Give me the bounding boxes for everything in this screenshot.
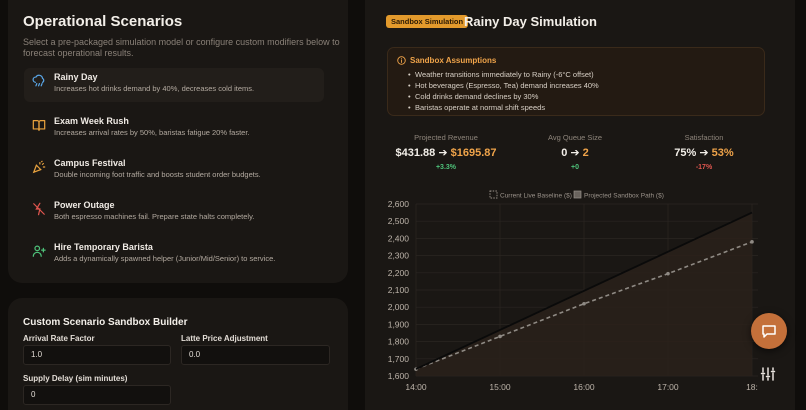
scenario-power-outage[interactable]: Power Outage Both espresso machines fail… [24, 196, 324, 230]
arrow-icon: ➔ [438, 147, 448, 159]
y-axis: 1,600 1,700 1,800 1,900 2,000 2,100 2,200 2,300… [388, 199, 410, 381]
metric-avg-queue-size: Avg Queue Size 0 ➔ 2 +0 [505, 133, 645, 171]
scenario-title: Campus Festival [54, 158, 126, 168]
metric-label: Satisfaction [684, 133, 724, 142]
metric-value: $431.88 ➔ $1695.87 [376, 146, 516, 159]
scenario-rainy-day[interactable]: Rainy Day Increases hot drinks demand by… [24, 68, 324, 102]
sandbox-point [750, 240, 754, 244]
builder-title: Custom Scenario Sandbox Builder [23, 317, 188, 328]
metric-from: 75% [674, 147, 697, 159]
scenario-description: Double incoming foot traffic and boosts … [54, 170, 261, 179]
scenario-campus-festival[interactable]: Campus Festival Double incoming foot tra… [24, 154, 324, 188]
sandbox-badge: Sandbox Simulation [386, 15, 469, 28]
scenarios-panel [8, 0, 348, 283]
chart-series [414, 211, 754, 376]
assumption-item: Cold drinks demand declines by 30% [408, 91, 599, 102]
metric-projected-revenue: Projected Revenue $431.88 ➔ $1695.87 +3.… [376, 133, 516, 171]
metric-value: 75% ➔ 53% [634, 146, 774, 159]
legend-swatch [489, 190, 498, 199]
sandbox-point [498, 334, 502, 339]
arrival-rate-label: Arrival Rate Factor [23, 334, 95, 343]
arrival-rate-input[interactable]: 1.0 [23, 345, 171, 365]
supply-delay-input[interactable]: 0 [23, 385, 171, 405]
scenario-title: Power Outage [54, 200, 115, 210]
metric-value: 0 ➔ 2 [505, 146, 645, 159]
arrow-icon: ➔ [699, 147, 709, 159]
scenario-exam-week-rush[interactable]: Exam Week Rush Increases arrival rates b… [24, 112, 324, 146]
metric-to: 2 [582, 147, 589, 159]
y-tick-label: 1,700 [388, 354, 410, 364]
chart-legend: Current Live Baseline ($) Projected Sandb… [489, 190, 664, 200]
y-tick-label: 2,300 [388, 251, 410, 261]
y-tick-label: 2,200 [388, 268, 410, 278]
arrow-icon: ➔ [570, 147, 580, 159]
scenario-title: Hire Temporary Barista [54, 242, 153, 252]
metric-delta: -17% [695, 164, 713, 171]
metric-label: Avg Queue Size [547, 133, 603, 142]
baseline-line [415, 211, 753, 370]
x-tick-label: 18: [746, 382, 758, 392]
y-tick-label: 2,600 [388, 199, 410, 209]
assumptions-title: Sandbox Assumptions [410, 56, 497, 65]
sandbox-point [582, 301, 586, 306]
metric-from: $431.88 [395, 147, 436, 159]
metric-delta: +0 [571, 164, 579, 171]
info-icon [397, 56, 406, 65]
assumption-item: Weather transitions immediately to Rainy… [408, 69, 599, 80]
y-tick-label: 2,000 [388, 302, 410, 312]
simulation-title: Rainy Day Simulation [464, 14, 597, 29]
sliders-icon[interactable] [760, 366, 776, 382]
book-icon [32, 120, 46, 131]
metric-satisfaction: Satisfaction 75% ➔ 53% -17% [634, 133, 774, 171]
assumptions-list: Weather transitions immediately to Rainy… [408, 69, 599, 113]
scenario-title: Rainy Day [54, 72, 98, 82]
y-tick-label: 1,800 [388, 337, 410, 347]
cloud-rain-icon [32, 74, 45, 87]
chat-button[interactable] [751, 313, 787, 349]
assumptions-box: Sandbox Assumptions Weather transitions … [387, 47, 765, 116]
message-icon [762, 325, 776, 338]
y-tick-label: 2,500 [388, 216, 410, 226]
y-tick-label: 2,100 [388, 285, 410, 295]
legend-label: Projected Sandbox Path ($) [584, 193, 664, 200]
metric-to: 53% [711, 147, 734, 159]
scenario-description: Both espresso machines fail. Prepare sta… [54, 212, 255, 221]
y-tick-label: 1,900 [388, 319, 410, 329]
scenarios-description-line1: Select a pre-packaged simulation model o… [23, 37, 340, 47]
y-tick-label: 1,600 [388, 371, 410, 381]
metric-delta: +3.3% [435, 164, 457, 171]
scenario-description: Adds a dynamically spawned helper (Junio… [54, 254, 276, 263]
x-tick-label: 14:00 [405, 382, 427, 392]
power-off-icon [33, 202, 45, 216]
scenario-title: Exam Week Rush [54, 116, 129, 126]
user-plus-icon [32, 245, 46, 257]
metric-from: 0 [561, 147, 568, 159]
latte-price-input[interactable]: 0.0 [181, 345, 330, 365]
scenario-description: Increases arrival rates by 50%, baristas… [54, 128, 250, 137]
scenarios-description-line2: forecast operational results. [23, 48, 134, 58]
metric-to: $1695.87 [450, 147, 497, 159]
scenario-description: Increases hot drinks demand by 40%, decr… [54, 84, 255, 93]
y-tick-label: 2,400 [388, 233, 410, 243]
assumption-item: Baristas operate at normal shift speeds [408, 102, 599, 113]
party-popper-icon [32, 160, 46, 174]
metric-label: Projected Revenue [414, 133, 478, 142]
scenarios-title: Operational Scenarios [23, 13, 183, 30]
legend-label: Current Live Baseline ($) [500, 193, 572, 200]
supply-delay-label: Supply Delay (sim minutes) [23, 374, 128, 383]
legend-swatch [573, 190, 582, 199]
latte-price-label: Latte Price Adjustment [181, 334, 268, 343]
x-tick-label: 16:00 [573, 382, 595, 392]
sandbox-point [666, 271, 670, 276]
x-axis: 14:00 15:00 16:00 17:00 18: [405, 382, 758, 392]
x-tick-label: 15:00 [489, 382, 511, 392]
scenarios-description: Select a pre-packaged simulation model o… [23, 37, 340, 59]
scenario-hire-temporary-barista[interactable]: Hire Temporary Barista Adds a dynamicall… [24, 238, 324, 272]
x-tick-label: 17:00 [657, 382, 679, 392]
assumption-item: Hot beverages (Espresso, Tea) demand inc… [408, 80, 599, 91]
